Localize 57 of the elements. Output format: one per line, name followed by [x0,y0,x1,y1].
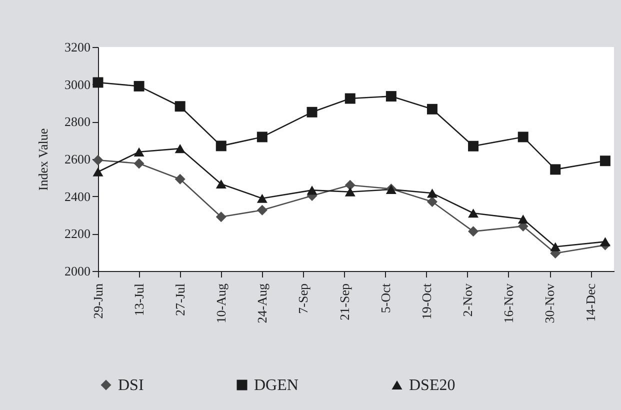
legend-label: DGEN [254,377,299,394]
x-tick-label: 19-Oct [418,283,434,320]
point [256,132,268,142]
point [174,101,186,112]
x-tick-label: 10-Aug [214,283,229,324]
point [518,132,528,142]
y-tick-label: 3200 [64,40,90,54]
point [134,158,144,169]
x-tick-label: 13-Jul [132,283,147,316]
point [426,104,438,114]
legend-label: DSI [118,377,144,394]
point [386,91,396,102]
point [92,167,104,176]
point [134,147,144,156]
point [174,144,186,154]
x-tick-label: 30-Nov [542,283,557,324]
point [306,106,318,118]
y-tick-label: 2000 [64,264,90,278]
point [256,204,268,216]
point [344,93,356,104]
point [600,156,610,166]
point [550,164,561,175]
point [92,77,104,88]
point [344,187,356,196]
x-tick-label: 14-Dec [583,283,598,322]
point [174,174,186,184]
point [306,186,318,195]
x-tick-label: 21-Sep [336,284,352,320]
legend-label: DSE20 [409,377,456,394]
y-axis-title: Index Value [36,128,50,191]
point [216,212,226,222]
y-tick-label: 2200 [64,226,90,242]
y-tick-label: 3000 [64,76,90,92]
point [426,196,438,207]
point [216,140,226,152]
y-tick-label: 2800 [64,114,90,130]
point [468,226,479,237]
point [600,237,610,246]
point [468,140,479,152]
point [134,80,144,92]
point [92,154,104,166]
point [216,179,226,189]
x-tick-label: 24-Aug [254,283,270,324]
point [344,180,356,190]
x-tick-label: 29-Jun [90,283,106,319]
x-tick-label: 5-Oct [378,283,393,314]
point [426,188,438,198]
x-tick-label: 2-Nov [460,283,475,317]
y-tick-label: 2400 [64,188,90,204]
x-tick-label: 7-Sep [296,284,311,314]
y-tick-label: 2600 [64,152,90,166]
point [256,194,268,203]
x-tick-label: 27-Jul [172,283,188,316]
point [468,208,479,218]
point [550,242,561,252]
point [518,214,528,224]
x-tick-label: 16-Nov [500,283,516,324]
